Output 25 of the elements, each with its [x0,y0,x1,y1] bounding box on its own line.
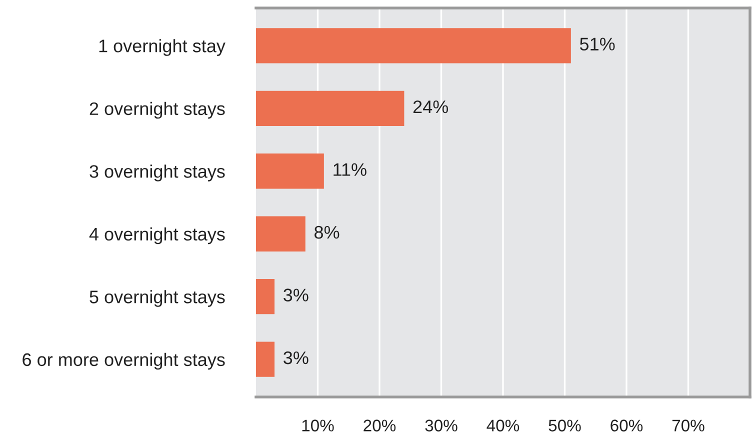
x-tick-label: 60% [610,420,643,432]
data-label: 3% [284,288,308,302]
bar [256,28,571,64]
bar [256,154,324,189]
x-tick-label: 40% [486,420,520,432]
y-tick-label: 4 overnight stays [89,227,225,244]
x-tick-label: 70% [672,420,704,432]
data-label: 24% [413,100,448,114]
x-tick-label: 20% [364,420,396,432]
bar [256,279,275,314]
bar [256,216,306,252]
bar [256,90,404,126]
data-label: 51% [580,38,615,50]
y-tick-label: 6 or more overnight stays [22,352,225,370]
data-label: 8% [314,226,340,239]
data-label: 3% [284,351,308,364]
x-tick-label: 50% [548,420,581,432]
data-label: 11% [334,163,366,176]
y-tick-label: 1 overnight stay [99,39,226,56]
y-tick-label: 3 overnight stays [90,164,225,182]
x-tick-label: 30% [425,420,458,432]
y-tick-label: 5 overnight stays [90,290,225,307]
x-tick-label: 10% [302,420,334,432]
y-tick-label: 2 overnight stays [90,102,225,119]
bar [256,342,275,377]
